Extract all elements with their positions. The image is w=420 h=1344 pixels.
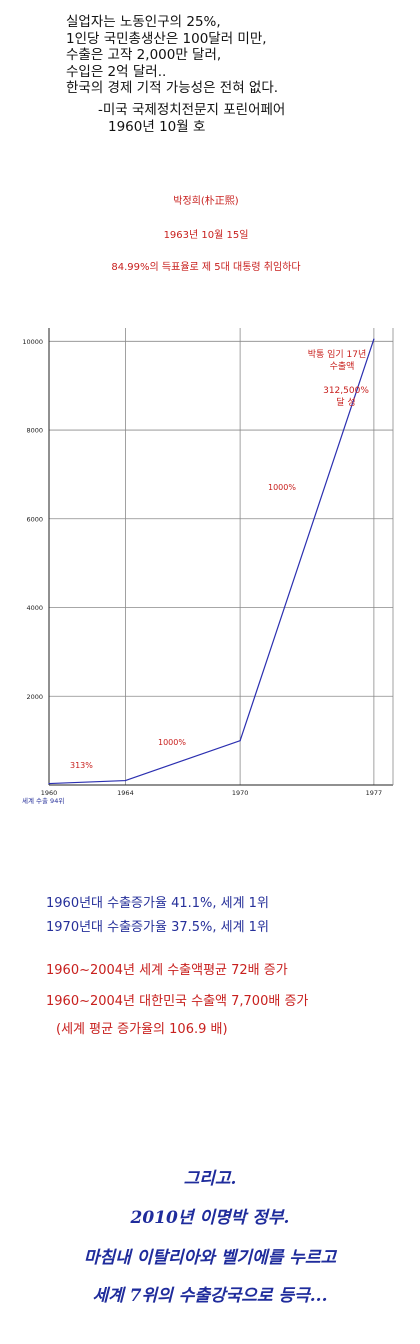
x-tick-label: 1977: [366, 789, 383, 797]
rank-label: 세계 수출 94위: [22, 796, 64, 805]
end-label-percent: 312,500%: [323, 386, 369, 396]
quote-line: 1인당 국민총생산은 100달러 미만,: [66, 30, 267, 47]
stat-world-average: 1960~2004년 세계 수출액평균 72배 증가: [46, 963, 288, 978]
quote-block: 실업자는 노동인구의 25%, 1인당 국민총생산은 100달러 미만, 수출은…: [66, 14, 406, 97]
growth-label-1960s: 313%: [70, 761, 93, 770]
y-tick-label: 8000: [26, 427, 43, 435]
park-name: 박정희(朴正熙): [173, 196, 239, 207]
stat-1960s: 1960년대 수출증가율 41.1%, 세계 1위: [46, 896, 269, 911]
quote-line: 수출은 고작 2,000만 달러,: [66, 47, 222, 63]
growth-label-1964-1970: 1000%: [158, 738, 186, 747]
source-publication: -미국 국제정치전문지 포린어페어: [98, 102, 286, 118]
quote-line: 수입은 2억 달러..: [66, 63, 167, 80]
export-series-line: [48, 338, 375, 785]
chart-grid: [49, 328, 393, 785]
ending-line-4: 세계 7위의 수출강국으로 등극...: [92, 1286, 328, 1306]
stat-ratio: (세계 평균 증가율의 106.9 배): [56, 1022, 228, 1037]
data-point: [239, 740, 241, 742]
data-point: [373, 338, 375, 340]
quote-line: 한국의 경제 기적 가능성은 전혀 없다.: [66, 80, 279, 96]
stat-1970s: 1970년대 수출증가율 37.5%, 세계 1위: [46, 920, 269, 935]
x-tick-label: 1960: [41, 789, 58, 797]
x-tick-label: 1964: [117, 789, 134, 797]
data-point: [124, 779, 127, 782]
y-tick-label: 4000: [26, 604, 43, 612]
end-label-achieved: 달 성: [336, 396, 355, 408]
source-date: 1960년 10월 호: [108, 119, 206, 135]
y-tick-label: 6000: [26, 515, 43, 523]
y-tick-label: 10000: [22, 338, 43, 346]
x-tick-label: 1970: [232, 789, 249, 797]
growth-label-1970-1977: 1000%: [268, 483, 296, 492]
export-growth-chart: 2000 4000 6000 8000 10000 1960 1964 1970 1977 세계…: [22, 328, 394, 805]
data-point: [48, 782, 50, 785]
park-date: 1963년 10월 15일: [163, 230, 249, 241]
ending-line-2: 2010년 이명박 정부.: [130, 1208, 290, 1228]
chart-tick-labels: 2000 4000 6000 8000 10000 1960 1964 1970 1977: [22, 338, 382, 797]
y-tick-label: 2000: [26, 693, 43, 701]
park-inauguration: 84.99%의 득표율로 제 5대 대통령 취임하다: [111, 262, 301, 273]
stat-korea-growth: 1960~2004년 대한민국 수출액 7,700배 증가: [46, 994, 309, 1009]
end-label-export: 수출액: [330, 360, 355, 372]
end-label-tenure: 박통 임기 17년: [308, 348, 367, 360]
chart-series: [48, 338, 375, 785]
ending-line-1: 그리고.: [183, 1169, 237, 1189]
chart-axes: [48, 328, 394, 786]
ending-line-3: 마침내 이탈리아와 벨기에를 누르고: [83, 1248, 337, 1268]
quote-source: -미국 국제정치전문지 포린어페어 1960년 10월 호: [98, 102, 285, 136]
quote-line: 실업자는 노동인구의 25%,: [66, 14, 221, 30]
